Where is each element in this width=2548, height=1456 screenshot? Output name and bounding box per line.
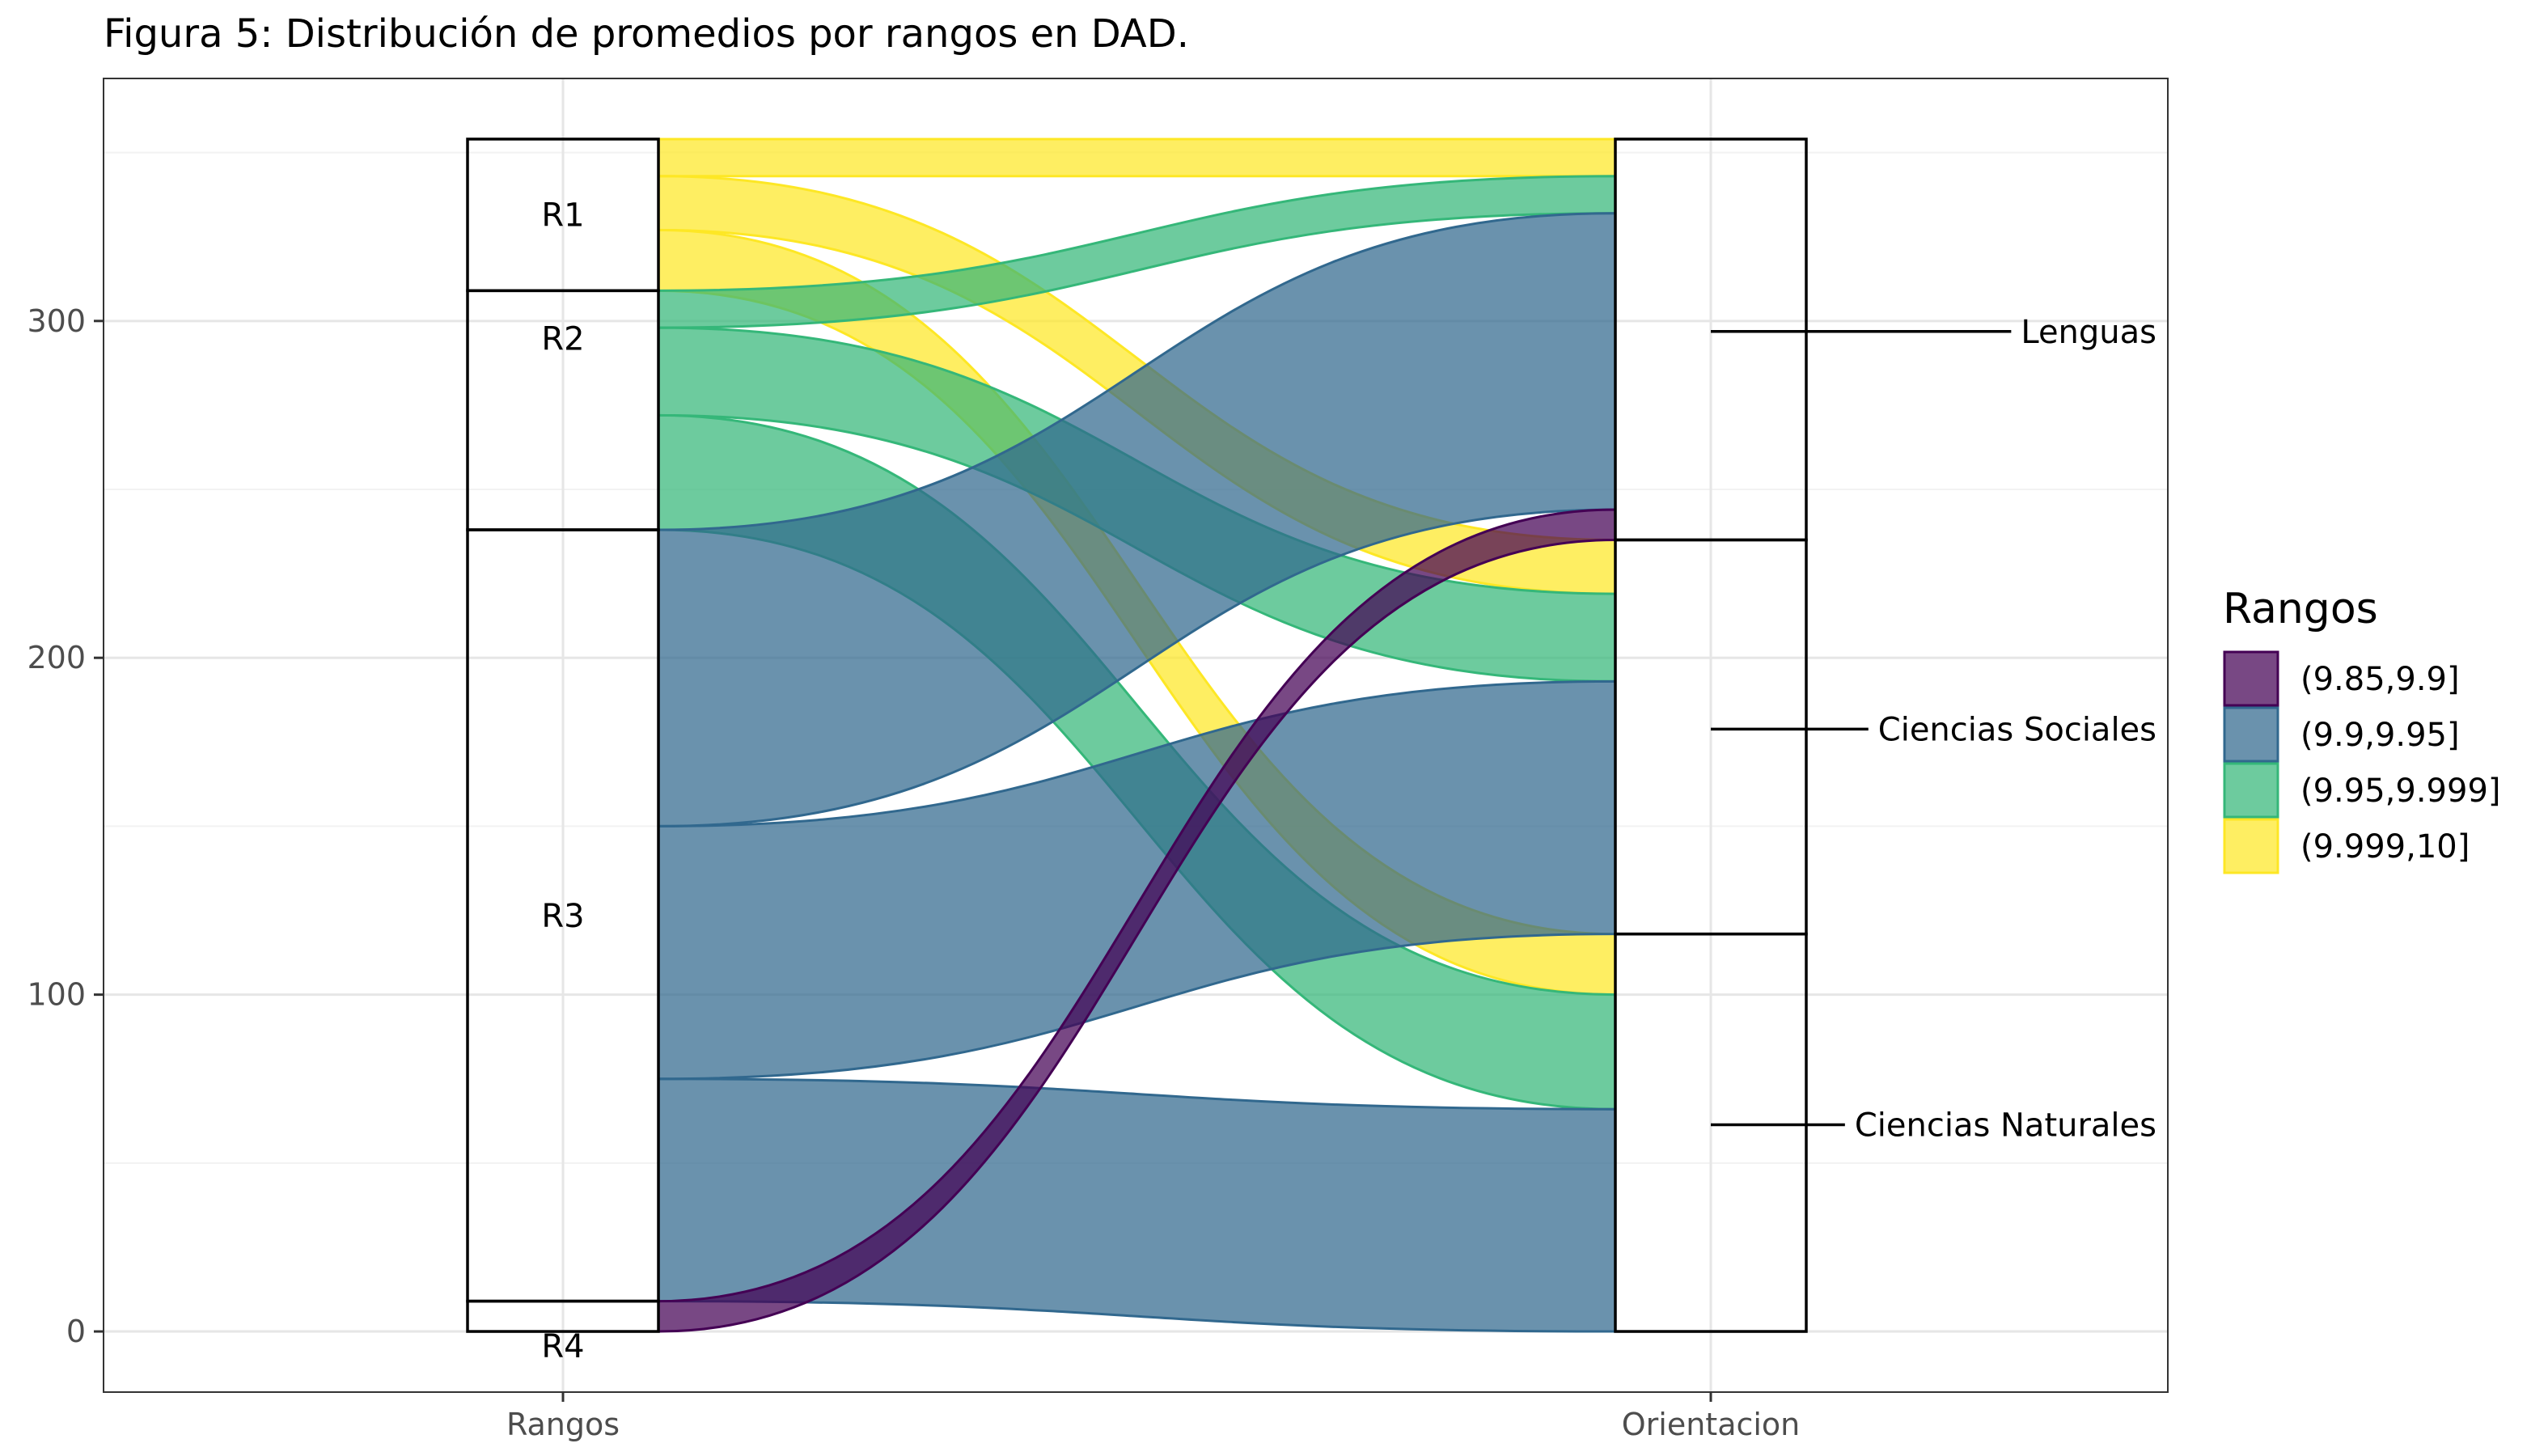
legend-label-0: (9.85,9.9] [2300, 661, 2460, 698]
y-tick-label-200: 200 [27, 640, 86, 675]
x-tick-label-rangos: Rangos [506, 1407, 620, 1442]
legend-label-1: (9.9,9.95] [2300, 717, 2460, 754]
side-label-ciencias-naturales: Ciencias Naturales [1855, 1107, 2156, 1145]
strata-layer: R1 R2 R3 R4 Lenguas Ciencias Sociales Ciencias… [466, 138, 2156, 1365]
chart-title: Figura 5: Distribución de promedios por … [104, 11, 1189, 57]
legend: Rangos (9.85,9.9] (9.9,9.95] (9.95,9.999] (9… [2223, 585, 2501, 874]
stratum-label-r4: R4 [541, 1328, 584, 1365]
stratum-lenguas [1614, 138, 1808, 542]
legend-label-3: (9.999,10] [2300, 828, 2470, 866]
y-tick-label-0: 0 [66, 1314, 86, 1349]
flow-layer [657, 138, 1617, 1333]
legend-swatch-2 [2223, 762, 2279, 819]
legend-swatch-0 [2223, 650, 2279, 707]
axes: 0 100 200 300 Rangos Orientacion [27, 303, 1800, 1442]
stratum-ciencias-sociales [1614, 538, 1808, 936]
side-label-ciencias-sociales: Ciencias Sociales [1878, 711, 2156, 748]
stratum-ciencias-naturales [1614, 932, 1808, 1333]
side-label-lenguas: Lenguas [2021, 314, 2156, 351]
stratum-r4 [466, 1299, 660, 1333]
x-tick-label-orientacion: Orientacion [1622, 1407, 1801, 1442]
y-tick-label-100: 100 [27, 977, 86, 1013]
y-tick-label-300: 300 [27, 303, 86, 339]
legend-label-2: (9.95,9.999] [2300, 772, 2501, 810]
legend-title: Rangos [2223, 585, 2378, 633]
stratum-label-r2: R2 [541, 320, 584, 358]
flow-r1-to-lenguas [657, 138, 1617, 178]
legend-swatch-3 [2223, 818, 2279, 874]
legend-swatch-1 [2223, 706, 2279, 763]
stratum-label-r1: R1 [541, 197, 584, 235]
plot-border [103, 78, 2169, 1393]
stratum-label-r3: R3 [541, 898, 584, 935]
